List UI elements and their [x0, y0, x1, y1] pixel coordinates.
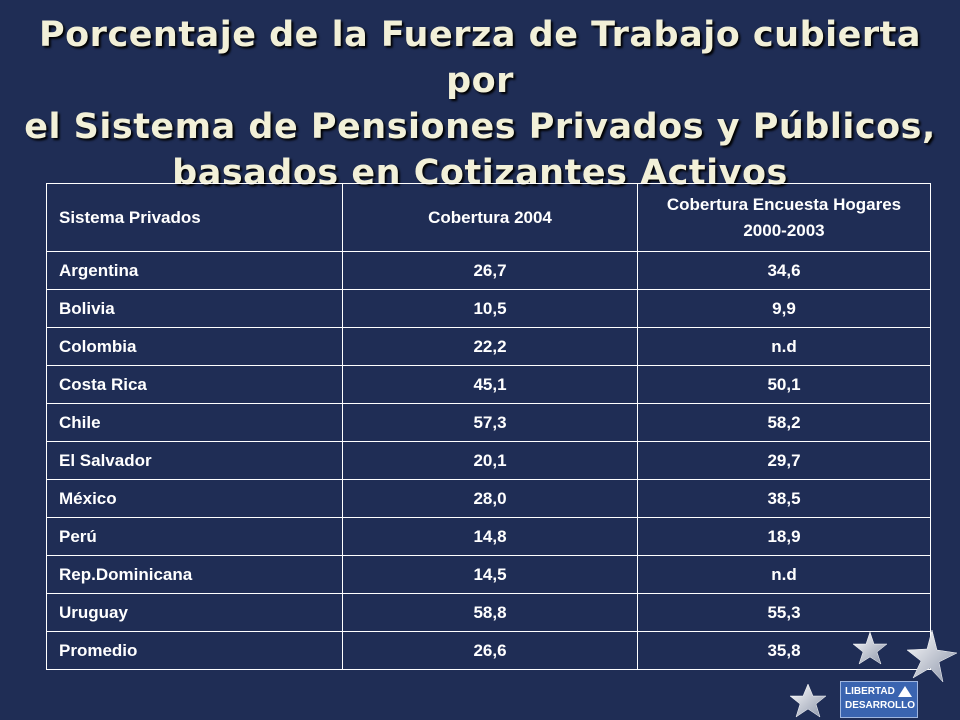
star-icon: [852, 631, 888, 665]
slide-title: Porcentaje de la Fuerza de Trabajo cubie…: [0, 12, 960, 196]
table-row: Argentina 26,7 34,6: [46, 251, 931, 290]
table-body: Argentina 26,7 34,6 Bolivia 10,5 9,9 Colombia 2…: [46, 251, 931, 670]
header-sistema: Sistema Privados: [46, 183, 343, 252]
cobertura-encuesta-cell: 58,2: [637, 403, 931, 442]
cobertura-encuesta-cell: 35,8: [637, 631, 931, 670]
title-line-2: el Sistema de Pensiones Privados y Públi…: [24, 107, 936, 147]
country-cell: El Salvador: [46, 441, 343, 480]
cobertura-encuesta-cell: 18,9: [637, 517, 931, 556]
cobertura-2004-cell: 57,3: [342, 403, 638, 442]
cobertura-2004-cell: 58,8: [342, 593, 638, 632]
coverage-table: Sistema Privados Cobertura 2004 Cobertur…: [46, 183, 931, 670]
decorative-stars: [789, 629, 958, 718]
country-cell: Colombia: [46, 327, 343, 366]
title-line-1: Porcentaje de la Fuerza de Trabajo cubie…: [38, 15, 921, 101]
table-row: Rep.Dominicana 14,5 n.d: [46, 555, 931, 594]
cobertura-encuesta-cell: 50,1: [637, 365, 931, 404]
cobertura-encuesta-cell: 29,7: [637, 441, 931, 480]
table-row: Bolivia 10,5 9,9: [46, 289, 931, 328]
table-row: Perú 14,8 18,9: [46, 517, 931, 556]
cobertura-2004-cell: 14,8: [342, 517, 638, 556]
header-cobertura-2004: Cobertura 2004: [342, 183, 638, 252]
country-cell: Promedio: [46, 631, 343, 670]
star-icon: [789, 683, 827, 718]
cobertura-2004-cell: 45,1: [342, 365, 638, 404]
country-cell: Rep.Dominicana: [46, 555, 343, 594]
country-cell: Costa Rica: [46, 365, 343, 404]
country-cell: Perú: [46, 517, 343, 556]
country-cell: Bolivia: [46, 289, 343, 328]
logo-triangle-icon: [898, 686, 912, 697]
country-cell: Uruguay: [46, 593, 343, 632]
cobertura-2004-cell: 20,1: [342, 441, 638, 480]
cobertura-2004-cell: 28,0: [342, 479, 638, 518]
table-row: Uruguay 58,8 55,3: [46, 593, 931, 632]
table-row: Chile 57,3 58,2: [46, 403, 931, 442]
table-row: México 28,0 38,5: [46, 479, 931, 518]
table-row: Colombia 22,2 n.d: [46, 327, 931, 366]
cobertura-2004-cell: 26,6: [342, 631, 638, 670]
logo-line-1: LIBERTAD: [845, 686, 895, 697]
cobertura-encuesta-cell: 38,5: [637, 479, 931, 518]
logo-line-2: DESARROLLO: [845, 700, 915, 711]
cobertura-2004-cell: 22,2: [342, 327, 638, 366]
cobertura-encuesta-cell: 34,6: [637, 251, 931, 290]
cobertura-2004-cell: 10,5: [342, 289, 638, 328]
header-cobertura-encuesta-text: Cobertura Encuesta Hogares 2000-2003: [666, 194, 902, 240]
libertad-desarrollo-logo: LIBERTAD DESARROLLO: [840, 681, 918, 718]
table-row: Promedio 26,6 35,8: [46, 631, 931, 670]
cobertura-encuesta-cell: n.d: [637, 555, 931, 594]
star-icon: [906, 629, 958, 683]
cobertura-encuesta-cell: 55,3: [637, 593, 931, 632]
country-cell: Chile: [46, 403, 343, 442]
table-header-row: Sistema Privados Cobertura 2004 Cobertur…: [46, 183, 931, 252]
country-cell: Argentina: [46, 251, 343, 290]
cobertura-encuesta-cell: 9,9: [637, 289, 931, 328]
table-row: El Salvador 20,1 29,7: [46, 441, 931, 480]
cobertura-2004-cell: 26,7: [342, 251, 638, 290]
cobertura-2004-cell: 14,5: [342, 555, 638, 594]
cobertura-encuesta-cell: n.d: [637, 327, 931, 366]
country-cell: México: [46, 479, 343, 518]
header-cobertura-encuesta: Cobertura Encuesta Hogares 2000-2003: [637, 183, 931, 252]
table-row: Costa Rica 45,1 50,1: [46, 365, 931, 404]
